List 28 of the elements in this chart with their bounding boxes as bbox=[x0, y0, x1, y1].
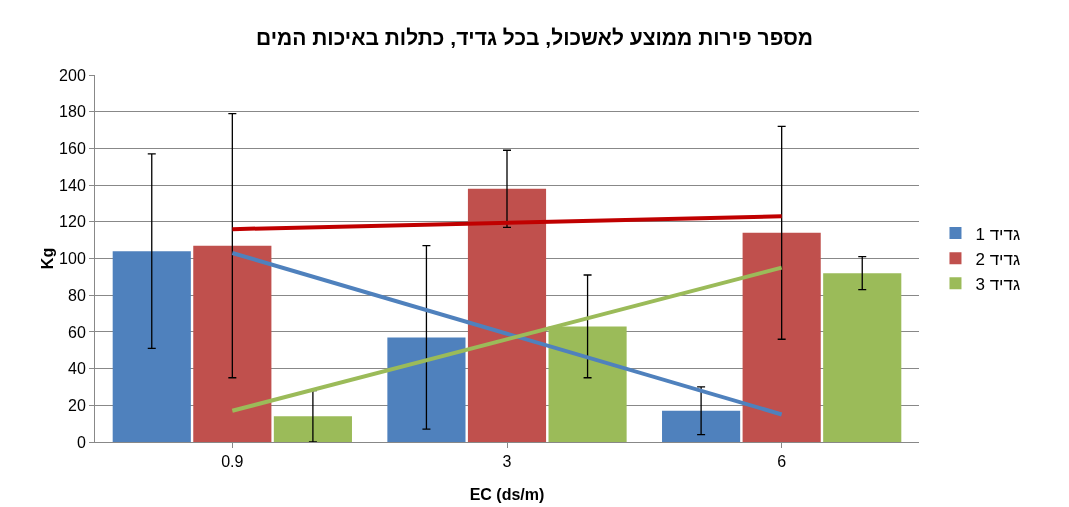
x-tick-label: 3 bbox=[502, 453, 512, 471]
y-tick-label: 120 bbox=[59, 213, 86, 231]
y-tick-label: 0 bbox=[76, 433, 86, 451]
x-tick-label: 0.9 bbox=[221, 453, 244, 471]
legend-label: גדיד 2 bbox=[975, 249, 1021, 269]
bar bbox=[273, 416, 352, 442]
y-tick-label: 100 bbox=[59, 250, 86, 268]
x-tick-label: 6 bbox=[777, 453, 787, 471]
x-axis-title: EC (ds/m) bbox=[469, 486, 545, 503]
bar bbox=[193, 245, 272, 442]
bar bbox=[823, 273, 902, 442]
legend-label: גדיד 1 bbox=[975, 224, 1021, 244]
bar bbox=[387, 337, 466, 442]
bar bbox=[112, 251, 191, 442]
legend-label: גדיד 3 bbox=[975, 274, 1021, 294]
y-tick-label: 140 bbox=[59, 176, 86, 194]
y-axis-title: Kg bbox=[39, 247, 56, 270]
y-tick-label: 40 bbox=[68, 360, 86, 378]
y-tick-label: 80 bbox=[68, 286, 86, 304]
y-tick-label: 160 bbox=[59, 140, 86, 157]
bar bbox=[742, 232, 821, 442]
y-tick-label: 180 bbox=[59, 103, 86, 121]
bar bbox=[467, 188, 547, 442]
y-tick-label: 20 bbox=[68, 396, 86, 414]
y-tick-label: 200 bbox=[59, 66, 86, 84]
chart-title: מספר פירות ממוצע לאשכול, בכל גדיד, כתלות באיכות המים bbox=[255, 26, 814, 50]
bar bbox=[662, 410, 741, 442]
y-tick-label: 60 bbox=[68, 323, 86, 341]
